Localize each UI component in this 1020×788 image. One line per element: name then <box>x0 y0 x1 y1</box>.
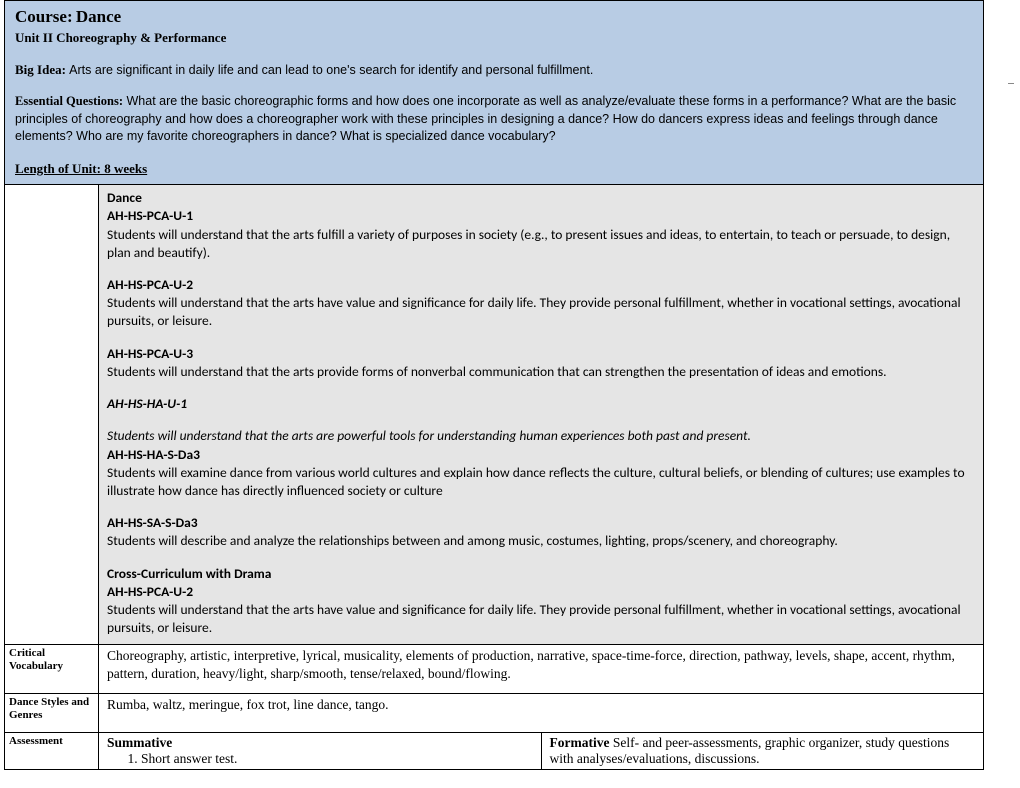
formative-text: Self- and peer-assessments, graphic orga… <box>550 735 950 766</box>
big-idea-label: Big Idea: <box>15 62 66 77</box>
assessment-label: Assessment <box>5 733 99 769</box>
course-label: Course: <box>15 7 73 26</box>
page-tick-mark <box>1008 83 1014 84</box>
curriculum-document: Course: Dance Unit II Choreography & Per… <box>4 0 984 770</box>
standards-title: Dance <box>107 189 975 207</box>
standards-row: Dance AH-HS-PCA-U-1 Students will unders… <box>5 185 983 644</box>
vocabulary-row: Critical Vocabulary Choreography, artist… <box>5 645 983 694</box>
standard-code: AH-HS-SA-S-Da3 <box>107 514 975 532</box>
standard-code: AH-HS-PCA-U-3 <box>107 345 975 363</box>
standard-text: Students will understand that the arts p… <box>107 363 975 381</box>
standard-code: AH-HS-PCA-U-2 <box>107 276 975 294</box>
dance-styles-label: Dance Styles and Genres <box>5 694 99 732</box>
vocabulary-text: Choreography, artistic, interpretive, ly… <box>99 645 983 693</box>
cross-curriculum-code: AH-HS-PCA-U-2 <box>107 583 975 601</box>
standards-content: Dance AH-HS-PCA-U-1 Students will unders… <box>99 185 983 643</box>
cross-curriculum-title: Cross-Curriculum with Drama <box>107 565 975 583</box>
standard-code: AH-HS-PCA-U-1 <box>107 207 975 225</box>
cross-curriculum-text: Students will understand that the arts h… <box>107 601 975 637</box>
vocabulary-label: Critical Vocabulary <box>5 645 99 693</box>
big-idea-text: Arts are significant in daily life and c… <box>69 63 593 77</box>
formative-cell: Formative Self- and peer-assessments, gr… <box>542 733 984 769</box>
standard-code: AH-HS-HA-S-Da3 <box>107 446 975 464</box>
summative-item: Short answer test. <box>141 751 533 767</box>
essential-questions-text: What are the basic choreographic forms a… <box>15 94 956 143</box>
standard-code: AH-HS-HA-U-1 <box>107 395 975 413</box>
length-of-unit: Length of Unit: 8 weeks <box>15 160 973 178</box>
unit-title: Unit II Choreography & Performance <box>15 29 973 47</box>
summative-label: Summative <box>107 735 172 750</box>
summative-cell: Summative Short answer test. <box>99 733 542 769</box>
dance-styles-text: Rumba, waltz, meringue, fox trot, line d… <box>99 694 983 732</box>
standard-text: Students will examine dance from various… <box>107 464 975 500</box>
assessment-row: Assessment Summative Short answer test. … <box>5 733 983 769</box>
standard-text: Students will understand that the arts h… <box>107 294 975 330</box>
unit-header: Course: Dance Unit II Choreography & Per… <box>5 1 983 185</box>
standard-text: Students will describe and analyze the r… <box>107 532 975 550</box>
course-name: Dance <box>76 7 121 26</box>
dance-styles-row: Dance Styles and Genres Rumba, waltz, me… <box>5 694 983 733</box>
formative-label: Formative <box>550 735 610 750</box>
standard-text: Students will understand that the arts f… <box>107 226 975 262</box>
standard-text: Students will understand that the arts a… <box>107 427 975 445</box>
standards-label-cell <box>5 185 99 643</box>
essential-questions-label: Essential Questions: <box>15 94 123 108</box>
